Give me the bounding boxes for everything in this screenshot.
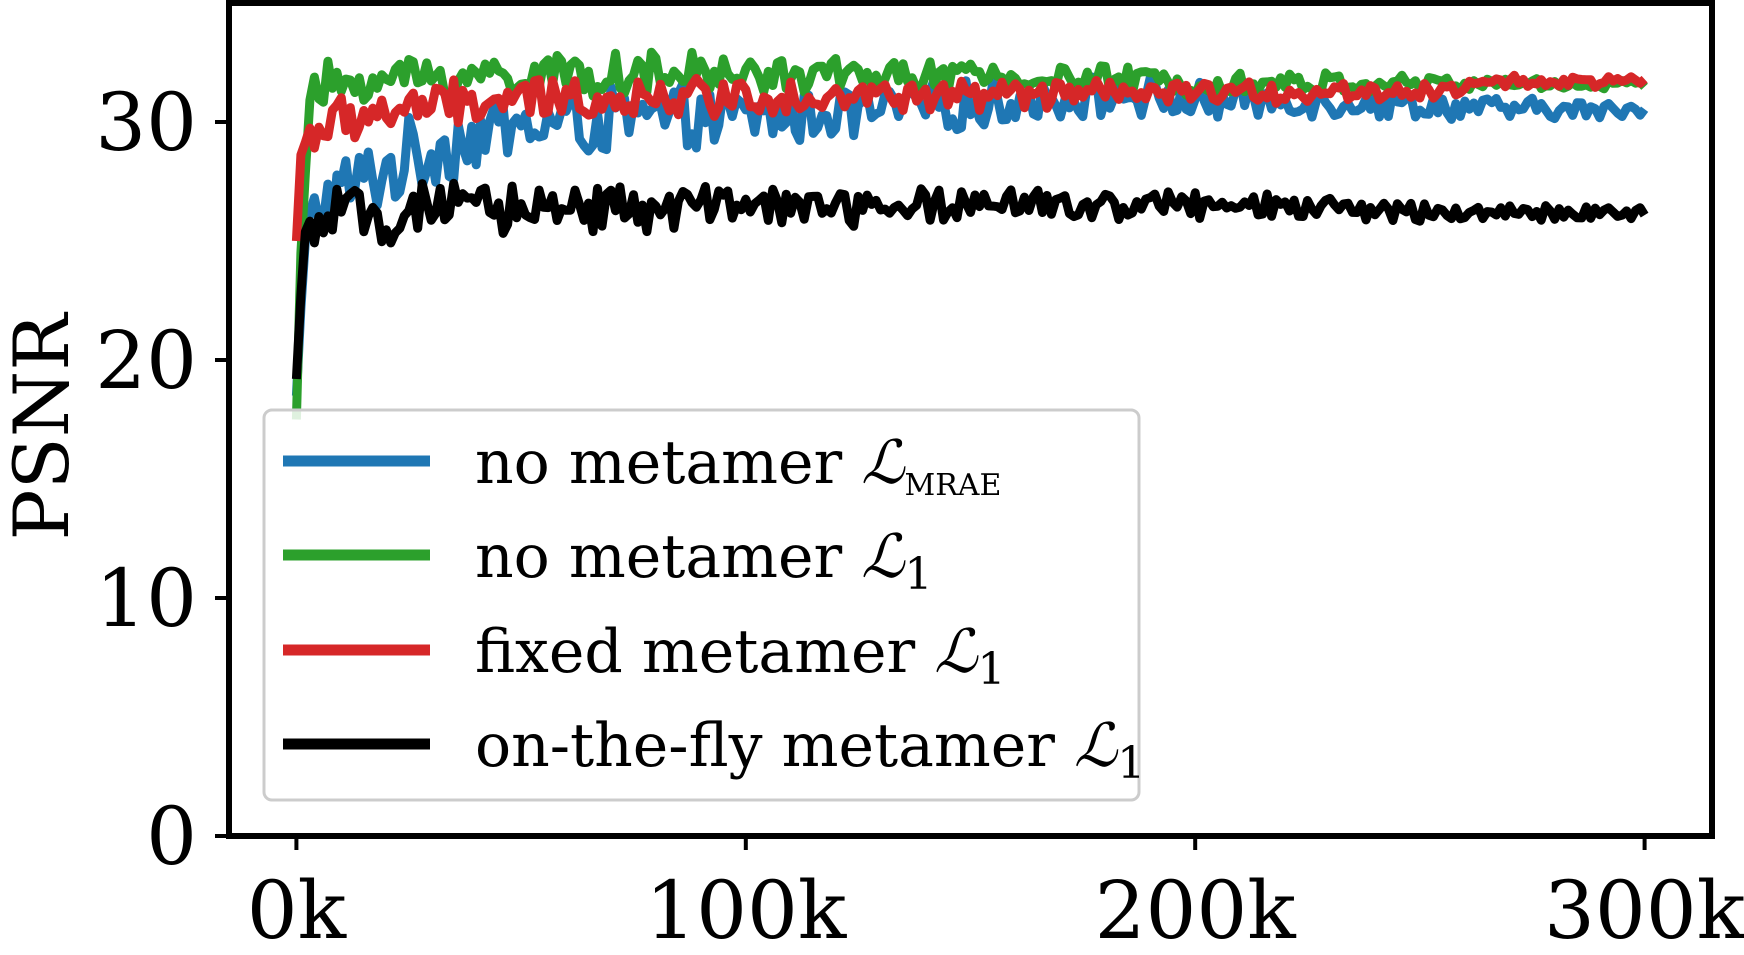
y-tick-label: 20 bbox=[95, 314, 197, 407]
legend-label: no metamer ℒ1 bbox=[475, 522, 933, 600]
y-tick-label: 10 bbox=[95, 552, 197, 645]
axes-frame bbox=[226, 0, 1715, 839]
loss-symbol: ℒ bbox=[861, 428, 906, 498]
loss-symbol: ℒ bbox=[1074, 711, 1119, 781]
loss-symbol: ℒ bbox=[934, 617, 979, 687]
loss-subscript: 1 bbox=[905, 549, 933, 600]
tick-layer: 0k 100k 200k 300k 0 10 20 30 bbox=[95, 76, 1744, 955]
x-tick-label: 300k bbox=[1544, 864, 1744, 955]
legend-label: fixed metamer ℒ1 bbox=[475, 617, 1006, 695]
loss-subscript: 1 bbox=[1117, 738, 1145, 789]
x-tick-label: 200k bbox=[1095, 864, 1298, 955]
x-tick-label: 0k bbox=[247, 864, 348, 955]
series-line-4 bbox=[291, 178, 1649, 380]
loss-subscript: 1 bbox=[978, 644, 1006, 695]
loss-symbol: ℒ bbox=[861, 522, 906, 592]
y-tick-label: 0 bbox=[146, 790, 197, 883]
series-line-1 bbox=[291, 72, 1649, 396]
y-tick-label: 30 bbox=[95, 76, 197, 169]
series-line-3 bbox=[291, 70, 1648, 242]
legend-label: on-the-fly metamer ℒ1 bbox=[475, 711, 1145, 789]
series-layer bbox=[291, 47, 1649, 420]
loss-subscript: MRAE bbox=[905, 468, 1002, 503]
legend-label: no metamer ℒMRAE bbox=[475, 428, 1001, 503]
legend-box bbox=[262, 408, 1141, 802]
x-tick-label: 100k bbox=[645, 864, 848, 955]
legend: no metamer ℒMRAE no metamer ℒ1 fixed metam… bbox=[262, 408, 1145, 802]
y-axis-label: PSNR bbox=[0, 311, 86, 541]
